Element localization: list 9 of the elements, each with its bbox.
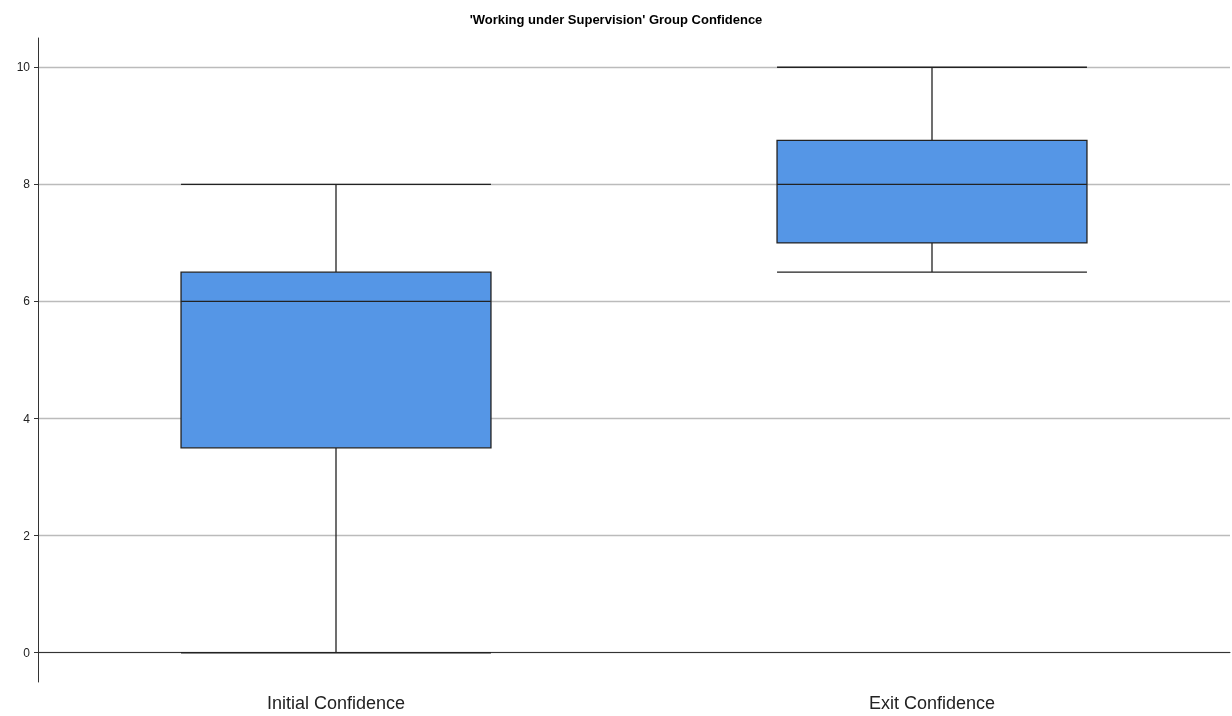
y-tick-label: 4 xyxy=(23,411,31,426)
x-tick-label: Initial Confidence xyxy=(266,693,406,713)
y-tick-label: 2 xyxy=(23,528,31,543)
x-tick-label: Exit Confidence xyxy=(868,693,996,713)
y-tick-label: 6 xyxy=(23,294,31,309)
y-tick-label: 8 xyxy=(23,177,31,192)
y-tick-label: 10 xyxy=(16,60,31,75)
chart-title: 'Working under Supervision' Group Confidence xyxy=(469,12,763,27)
y-tick-label: 0 xyxy=(23,645,31,660)
